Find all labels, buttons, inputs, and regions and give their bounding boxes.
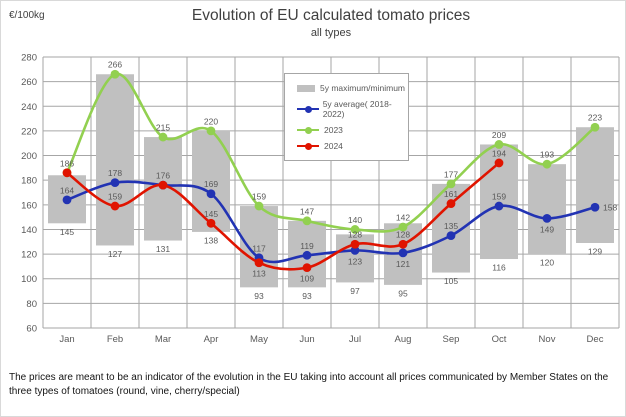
svg-text:200: 200 <box>21 151 37 162</box>
svg-text:176: 176 <box>156 171 170 181</box>
svg-text:113: 113 <box>252 269 266 279</box>
svg-text:220: 220 <box>21 126 37 137</box>
svg-text:93: 93 <box>254 291 264 301</box>
svg-text:159: 159 <box>252 192 266 202</box>
svg-text:131: 131 <box>156 244 170 254</box>
svg-text:178: 178 <box>108 168 122 178</box>
svg-text:138: 138 <box>204 235 218 245</box>
max-min-bar-swatch-icon <box>297 84 315 92</box>
svg-text:145: 145 <box>60 227 74 237</box>
legend-label: 5y average( 2018-2022) <box>322 99 392 119</box>
svg-text:Dec: Dec <box>587 334 604 345</box>
average-line-swatch-icon <box>297 105 319 114</box>
svg-text:128: 128 <box>396 230 410 240</box>
chart-title: Evolution of EU calculated tomato prices <box>191 7 471 24</box>
svg-text:Apr: Apr <box>204 334 219 345</box>
svg-text:223: 223 <box>588 113 602 123</box>
footnote-text: The prices are meant to be an indicator … <box>9 372 609 397</box>
svg-text:Jan: Jan <box>59 334 74 345</box>
line-2024-swatch-icon <box>297 142 319 151</box>
svg-text:145: 145 <box>204 209 218 219</box>
svg-text:Jul: Jul <box>349 334 361 345</box>
chart-legend: 5y maximum/minimum 5y average( 2018-2022… <box>284 73 409 161</box>
svg-text:119: 119 <box>300 241 314 251</box>
svg-text:Mar: Mar <box>155 334 171 345</box>
svg-text:177: 177 <box>444 169 458 179</box>
svg-text:Jun: Jun <box>299 334 314 345</box>
svg-text:169: 169 <box>204 179 218 189</box>
svg-text:240: 240 <box>21 102 37 113</box>
svg-text:160: 160 <box>21 200 37 211</box>
svg-text:117: 117 <box>252 243 266 253</box>
legend-label: 2023 <box>324 125 343 135</box>
svg-text:60: 60 <box>26 324 37 335</box>
svg-text:Oct: Oct <box>492 334 507 345</box>
legend-label: 2024 <box>324 141 343 151</box>
svg-text:Feb: Feb <box>107 334 123 345</box>
svg-text:164: 164 <box>60 185 74 195</box>
svg-text:105: 105 <box>444 276 458 286</box>
svg-text:95: 95 <box>398 288 408 298</box>
legend-item-5y-average: 5y average( 2018-2022) <box>297 99 408 119</box>
legend-item-max-min: 5y maximum/minimum <box>297 83 408 93</box>
svg-text:123: 123 <box>348 256 362 266</box>
svg-text:80: 80 <box>26 299 37 310</box>
svg-text:Nov: Nov <box>539 334 556 345</box>
legend-label: 5y maximum/minimum <box>320 83 406 93</box>
svg-text:93: 93 <box>302 291 312 301</box>
svg-text:158: 158 <box>603 202 617 212</box>
svg-text:180: 180 <box>21 176 37 187</box>
svg-text:140: 140 <box>21 225 37 236</box>
svg-text:215: 215 <box>156 123 170 133</box>
svg-text:121: 121 <box>396 259 410 269</box>
svg-text:127: 127 <box>108 249 122 259</box>
chart-subtitle: all types <box>310 27 352 39</box>
svg-text:280: 280 <box>21 53 37 64</box>
svg-text:159: 159 <box>492 192 506 202</box>
svg-text:193: 193 <box>540 150 554 160</box>
svg-text:266: 266 <box>108 60 122 70</box>
svg-text:Aug: Aug <box>395 334 412 345</box>
y-axis-unit-label: €/100kg <box>9 10 45 21</box>
svg-text:120: 120 <box>21 250 37 261</box>
svg-text:May: May <box>250 334 268 345</box>
svg-text:161: 161 <box>444 189 458 199</box>
svg-text:116: 116 <box>492 263 506 273</box>
svg-text:135: 135 <box>444 221 458 231</box>
svg-text:140: 140 <box>348 215 362 225</box>
svg-text:129: 129 <box>588 247 602 257</box>
line-2023-swatch-icon <box>297 126 319 135</box>
svg-text:159: 159 <box>108 192 122 202</box>
svg-text:100: 100 <box>21 274 37 285</box>
svg-text:147: 147 <box>300 206 314 216</box>
svg-text:220: 220 <box>204 116 218 126</box>
svg-text:128: 128 <box>348 230 362 240</box>
svg-text:260: 260 <box>21 77 37 88</box>
svg-text:97: 97 <box>350 286 360 296</box>
legend-item-2023: 2023 <box>297 125 408 135</box>
svg-text:186: 186 <box>60 158 74 168</box>
svg-text:209: 209 <box>492 130 506 140</box>
legend-item-2024: 2024 <box>297 141 408 151</box>
svg-text:109: 109 <box>300 274 314 284</box>
svg-text:142: 142 <box>396 212 410 222</box>
svg-text:Sep: Sep <box>443 334 460 345</box>
svg-text:149: 149 <box>540 224 554 234</box>
svg-text:194: 194 <box>492 148 506 158</box>
svg-text:120: 120 <box>540 258 554 268</box>
